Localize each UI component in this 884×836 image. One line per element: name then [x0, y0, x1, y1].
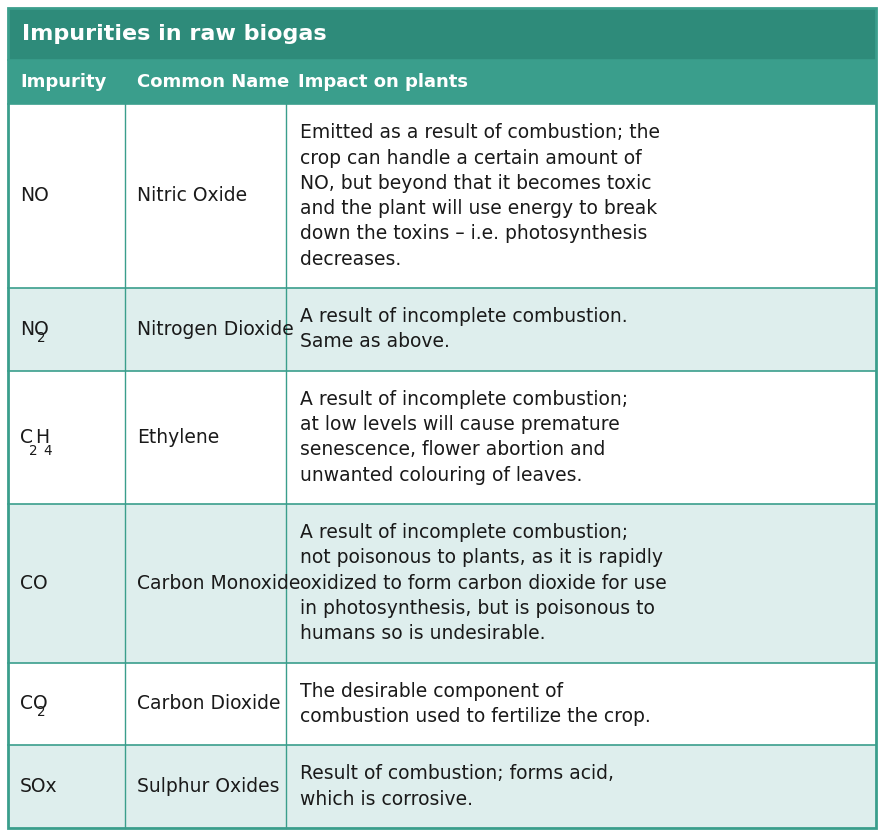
- Text: SOx: SOx: [20, 777, 57, 796]
- Text: 2: 2: [28, 444, 37, 457]
- Text: and the plant will use energy to break: and the plant will use energy to break: [300, 199, 657, 218]
- Text: Impurities in raw biogas: Impurities in raw biogas: [22, 24, 326, 44]
- Text: Impact on plants: Impact on plants: [298, 73, 468, 91]
- Text: not poisonous to plants, as it is rapidly: not poisonous to plants, as it is rapidl…: [300, 548, 663, 568]
- Text: H: H: [34, 428, 49, 446]
- Text: A result of incomplete combustion.: A result of incomplete combustion.: [300, 307, 628, 326]
- Text: Same as above.: Same as above.: [300, 333, 450, 351]
- Text: oxidized to form carbon dioxide for use: oxidized to form carbon dioxide for use: [300, 573, 667, 593]
- Text: NO: NO: [20, 319, 49, 339]
- Text: Nitric Oxide: Nitric Oxide: [137, 186, 248, 206]
- Text: A result of incomplete combustion;: A result of incomplete combustion;: [300, 390, 628, 409]
- FancyBboxPatch shape: [8, 288, 876, 370]
- Text: CO: CO: [20, 573, 48, 593]
- Text: down the toxins – i.e. photosynthesis: down the toxins – i.e. photosynthesis: [300, 224, 647, 243]
- Text: in photosynthesis, but is poisonous to: in photosynthesis, but is poisonous to: [300, 599, 655, 618]
- Text: crop can handle a certain amount of: crop can handle a certain amount of: [300, 149, 642, 167]
- Text: humans so is undesirable.: humans so is undesirable.: [300, 624, 545, 643]
- Text: NO: NO: [20, 186, 49, 206]
- Text: A result of incomplete combustion;: A result of incomplete combustion;: [300, 523, 628, 543]
- Text: Result of combustion; forms acid,: Result of combustion; forms acid,: [300, 764, 613, 783]
- Text: NO, but beyond that it becomes toxic: NO, but beyond that it becomes toxic: [300, 174, 652, 193]
- Text: Ethylene: Ethylene: [137, 428, 219, 446]
- Text: Emitted as a result of combustion; the: Emitted as a result of combustion; the: [300, 123, 659, 142]
- Text: combustion used to fertilize the crop.: combustion used to fertilize the crop.: [300, 707, 651, 726]
- FancyBboxPatch shape: [8, 104, 876, 288]
- Text: Nitrogen Dioxide: Nitrogen Dioxide: [137, 319, 293, 339]
- Text: senescence, flower abortion and: senescence, flower abortion and: [300, 441, 606, 460]
- Text: at low levels will cause premature: at low levels will cause premature: [300, 415, 620, 434]
- FancyBboxPatch shape: [8, 662, 876, 745]
- Text: The desirable component of: The desirable component of: [300, 681, 563, 701]
- Text: which is corrosive.: which is corrosive.: [300, 790, 473, 808]
- Text: C: C: [20, 428, 33, 446]
- Text: unwanted colouring of leaves.: unwanted colouring of leaves.: [300, 466, 583, 485]
- Text: Sulphur Oxides: Sulphur Oxides: [137, 777, 279, 796]
- FancyBboxPatch shape: [8, 8, 876, 60]
- Text: Impurity: Impurity: [20, 73, 106, 91]
- Text: Carbon Dioxide: Carbon Dioxide: [137, 695, 281, 713]
- Text: 4: 4: [43, 444, 52, 457]
- Text: Common Name: Common Name: [137, 73, 289, 91]
- FancyBboxPatch shape: [8, 745, 876, 828]
- Text: 2: 2: [37, 330, 46, 344]
- Text: Carbon Monoxide: Carbon Monoxide: [137, 573, 301, 593]
- FancyBboxPatch shape: [8, 60, 876, 104]
- FancyBboxPatch shape: [8, 504, 876, 662]
- Text: decreases.: decreases.: [300, 250, 401, 268]
- Text: 2: 2: [37, 705, 46, 719]
- Text: CO: CO: [20, 695, 48, 713]
- FancyBboxPatch shape: [8, 370, 876, 504]
